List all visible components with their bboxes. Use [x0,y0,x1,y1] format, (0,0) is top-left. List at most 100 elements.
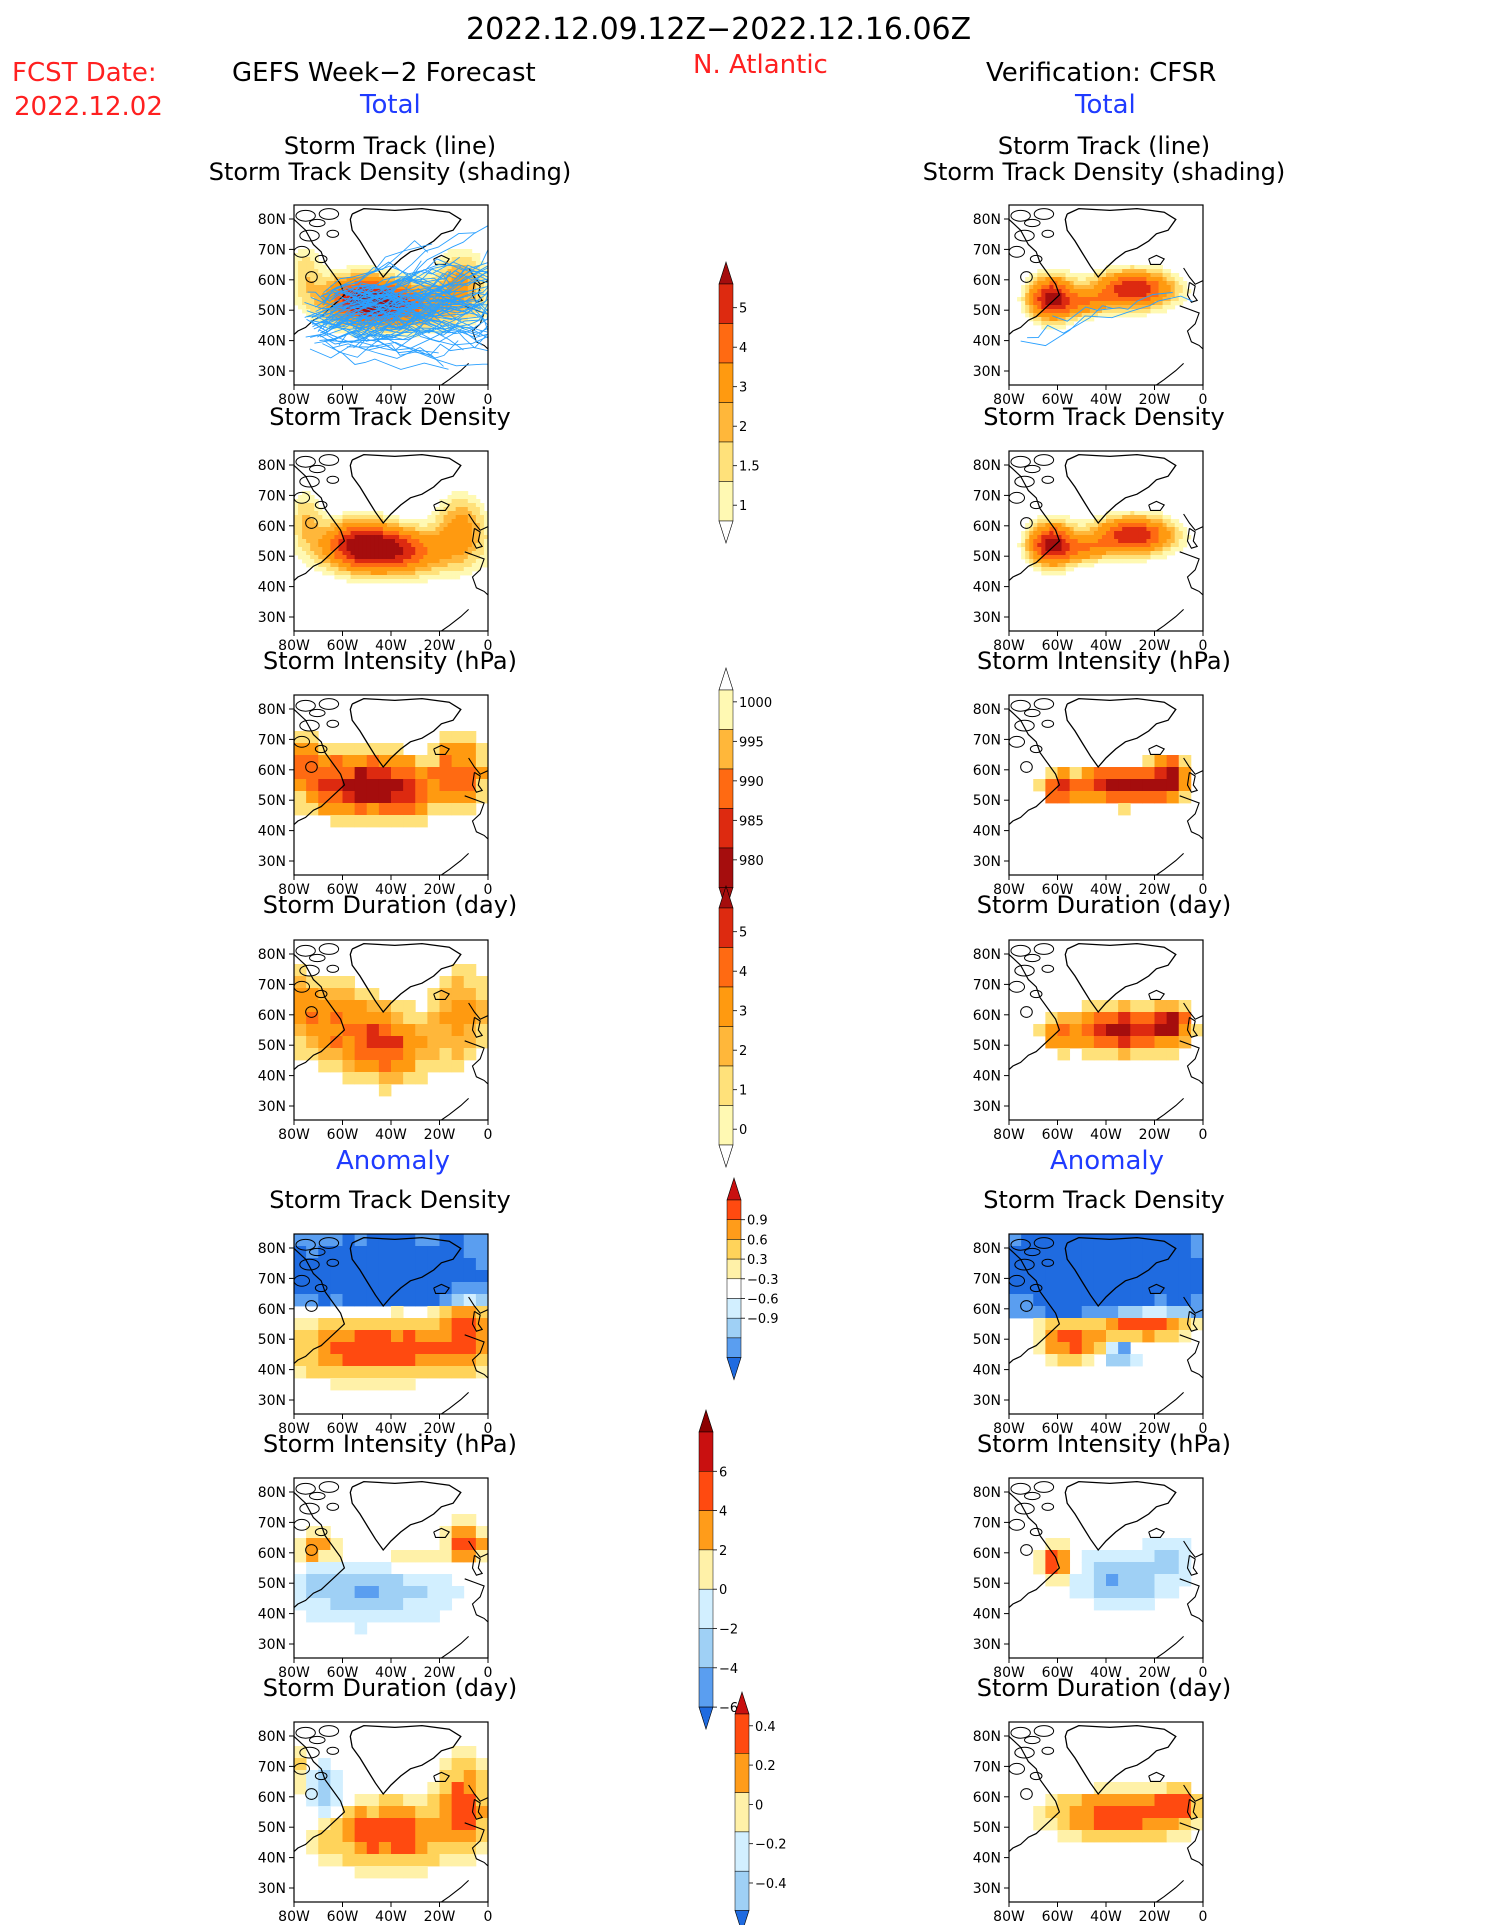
grid-cell [294,1758,307,1771]
africa-coastline [441,608,469,631]
grid-cell [334,309,339,314]
grid-cell [1106,559,1111,564]
grid-cell [467,523,473,528]
grid-cell [330,1318,343,1331]
grid-cell [463,495,469,500]
grid-cell [306,269,311,274]
grid-cell [391,563,396,568]
grid-cell [326,551,331,556]
grid-cell [443,253,448,258]
grid-cell [407,551,412,556]
grid-cell [443,567,448,572]
grid-cell [455,539,461,544]
island-coastline [1009,735,1026,748]
grid-cell [467,563,473,568]
grid-cell [1041,285,1046,290]
grid-cell [330,755,343,768]
grid-cell [1110,313,1115,318]
grid-cell [322,519,327,524]
grid-cell [427,551,432,556]
grid-cell [1158,309,1163,314]
grid-cell [318,293,323,298]
grid-cell [459,261,465,266]
grid-cell [1158,519,1163,524]
grid-cell [447,511,453,516]
grid-cell [378,313,384,318]
grid-cell [334,551,339,556]
grid-cell [483,289,488,294]
grid-cell [1146,547,1151,552]
storm-track-line [316,292,488,338]
grid-cell [310,261,315,266]
grid-cell [1114,523,1119,528]
grid-cell [346,563,351,568]
grid-cell [1089,563,1095,568]
grid-cell [306,1048,319,1061]
grid-cell [362,265,368,270]
grid-cell [318,281,323,286]
lat-tick-label: 30N [973,364,1001,380]
grid-cell [1077,531,1083,536]
grid-cell [1081,293,1087,298]
grid-cell [479,531,485,536]
grid-cell [427,1794,440,1807]
grid-cell [310,535,315,540]
grid-cell [1037,309,1042,314]
grid-cell [342,519,347,524]
grid-cell [1045,1012,1058,1025]
grid-cell [451,1294,465,1307]
grid-cell [362,535,368,540]
grid-cell [439,1598,453,1611]
grid-cell [354,531,360,536]
grid-cell [467,285,473,290]
colorbar-segment [718,689,734,730]
grid-cell [366,1012,380,1025]
grid-cell [298,523,303,528]
grid-cell [451,1758,465,1771]
grid-cell [1085,551,1091,556]
storm-track-line [358,292,488,334]
grid-cell [471,301,477,306]
grid-cell [1077,313,1083,318]
grid-cell [1057,285,1062,290]
grid-cell [1073,293,1079,298]
grid-cell [310,499,315,504]
island-coastline [1014,475,1035,488]
grid-cell [1017,297,1022,302]
grid-cell [1097,515,1103,520]
grid-cell [358,539,364,544]
grid-cell [354,567,360,572]
grid-cell [1041,531,1046,536]
grid-cell [338,515,343,520]
colorbar-bottom-arrow [698,1706,714,1731]
grid-cell [1166,1024,1180,1037]
grid-cell [1118,1258,1131,1271]
grid-cell [427,1048,440,1061]
storm-track-line [358,306,464,347]
lat-tick-label: 70N [258,732,286,748]
lon-tick-label: 0 [1199,882,1208,898]
grid-cell [1166,1794,1180,1807]
grid-cell [1106,1282,1119,1295]
grid-cell [334,301,339,306]
grid-cell [399,277,404,282]
grid-cell [415,767,428,780]
storm-track-line [352,289,456,302]
grid-cell [459,499,465,504]
grid-cell [1138,515,1143,520]
grid-cell [382,531,388,536]
right-anom-duration-title: Storm Duration (day) [976,1674,1232,1702]
grid-cell [1126,269,1131,274]
grid-cell [1037,273,1042,278]
grid-cell [1170,285,1176,290]
grid-cell [459,535,465,540]
grid-cell [366,551,372,556]
grid-cell [1138,523,1143,528]
island-coastline [294,491,311,504]
grid-cell [1106,1806,1119,1819]
colorbar-label: 0.3 [747,1253,768,1268]
grid-cell [1158,269,1163,274]
grid-cell [415,1318,428,1331]
grid-cell [294,269,299,274]
grid-cell [1114,515,1119,520]
